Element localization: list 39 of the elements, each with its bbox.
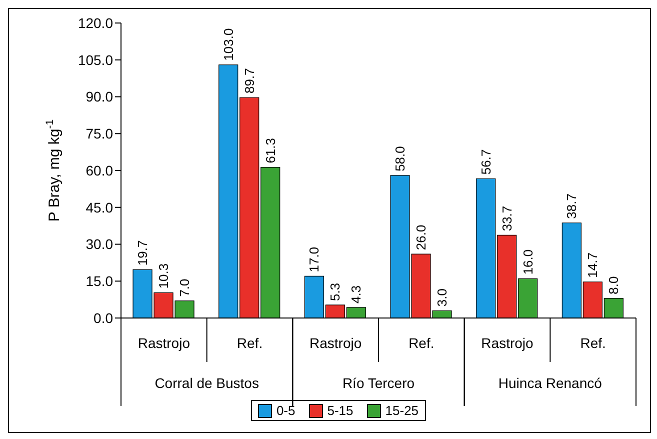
data-label: 33.7 (499, 206, 514, 232)
data-label: 5.3 (328, 282, 343, 301)
text: Corral de Bustos (154, 375, 259, 391)
x-tick-label: Rastrojo (310, 335, 362, 351)
text: Río Tercero (342, 375, 415, 391)
data-label: 14.7 (585, 252, 600, 278)
legend-label: 5-15 (326, 403, 354, 418)
data-label: 4.3 (348, 285, 364, 304)
x-tick-label: Rastrojo (481, 335, 534, 351)
y-tick-label: 0.0 (94, 310, 114, 326)
data-label: 103.0 (220, 28, 236, 61)
data-label: 16.0 (520, 249, 536, 275)
data-label: 3.0 (434, 288, 450, 307)
y-tick-label: 120.0 (78, 14, 114, 31)
x-tick-label: Ref. (408, 335, 434, 351)
data-label: 7.0 (177, 278, 192, 297)
legend-label: 0-5 (275, 403, 296, 418)
y-tick-label: 60.0 (86, 162, 114, 178)
data-label: 38.7 (564, 194, 580, 219)
data-label: 10.3 (156, 263, 172, 289)
data-label: 17.0 (306, 246, 322, 272)
legend-label: 15-25 (384, 403, 419, 418)
data-label: 61.3 (262, 138, 278, 164)
y-tick-label: 75.0 (86, 126, 114, 142)
data-label: 56.7 (478, 149, 494, 175)
data-label: 19.7 (135, 240, 150, 266)
y-tick-label: 45.0 (86, 199, 114, 216)
x-tick-label: Rastrojo (138, 335, 190, 351)
y-tick-label: 90.0 (86, 88, 114, 105)
y-tick-label: 30.0 (86, 236, 114, 252)
y-tick-label: 105.0 (78, 52, 114, 68)
text: Huinca Renancó (498, 375, 602, 391)
data-label: 8.0 (606, 276, 622, 294)
data-label: 89.7 (242, 68, 257, 94)
y-tick-label: 15.0 (86, 273, 114, 290)
x-tick-label: Ref. (580, 335, 606, 351)
x-tick-label: Ref. (236, 335, 263, 351)
data-label: 26.0 (414, 224, 429, 250)
data-label: 58.0 (392, 146, 408, 172)
